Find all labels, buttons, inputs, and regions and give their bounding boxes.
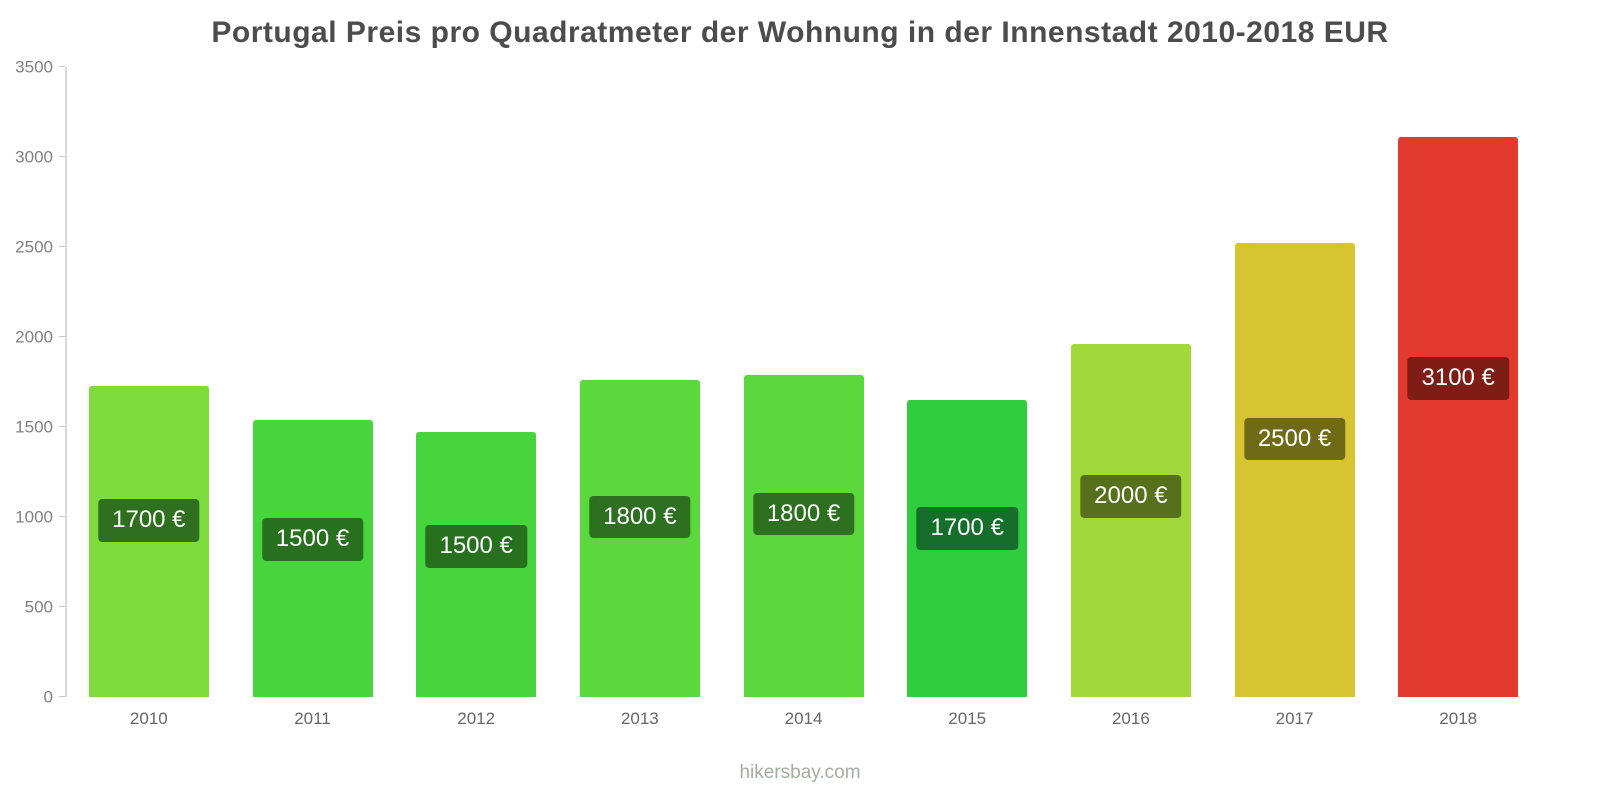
bar-2018: 3100 € (1398, 137, 1519, 697)
x-tick-label: 2013 (620, 709, 659, 728)
bar-slot: 1700 € 2010 (67, 67, 231, 728)
y-axis: 0 500 1000 1500 2000 2500 3000 3500 (0, 59, 65, 706)
bar-slot: 2500 € 2017 (1213, 67, 1377, 728)
bar-value-label: 3100 € (1407, 357, 1509, 400)
bar-slot: 1700 € 2015 (885, 67, 1049, 728)
bar-value-label: 2500 € (1243, 417, 1346, 461)
x-tick-label: 2017 (1275, 709, 1314, 728)
x-tick-label: 2010 (129, 709, 168, 728)
x-tick-label: 2011 (294, 709, 331, 728)
bar-chart: 0 500 1000 1500 2000 2500 3000 3500 1700 €2010 1… (15, 59, 1540, 728)
x-tick-label: 2016 (1111, 709, 1150, 728)
bar-value-label: 1700 € (916, 506, 1018, 550)
y-tick-label: 500 (24, 597, 53, 617)
bar-2016: 2000 € (1070, 344, 1191, 697)
bar-2012: 1500 € (416, 432, 537, 697)
bar-slot: 1500 € 2012 (394, 67, 558, 728)
watermark: hikersbay.com (739, 762, 861, 783)
x-tick-label: 2015 (948, 709, 987, 728)
bar-slot: 1800 € 2013 (558, 67, 722, 728)
bar-2014: 1800 € (743, 374, 864, 697)
y-tick-label: 0 (43, 687, 53, 707)
bar-2010: 1700 € (88, 385, 209, 697)
y-tick-label: 3500 (15, 57, 53, 77)
bar-value-label: 2000 € (1080, 475, 1182, 518)
plot-area: 1700 € 2010 1500 € 2011 1500 € 2012 1800 € 2013… (65, 67, 1540, 728)
bar-value-label: 1700 € (98, 498, 200, 542)
y-tick-mark (59, 156, 65, 157)
bar-slot: 1500 € 2011 (231, 67, 395, 728)
bar-slot: 2000 € 2016 (1049, 67, 1213, 728)
y-tick-mark (59, 606, 65, 607)
bar-value-label: 1800 € (589, 495, 691, 539)
bar-value-label: 1800 € (752, 492, 855, 536)
y-tick-label: 2500 (15, 237, 53, 257)
y-tick-mark (59, 246, 65, 247)
x-tick-label: 2012 (457, 709, 496, 728)
bar-2013: 1800 € (579, 380, 700, 697)
y-tick-mark (59, 336, 65, 337)
y-tick-mark (59, 696, 65, 697)
bar-2017: 2500 € (1234, 243, 1355, 697)
bar-slot: 1800 € 2014 (722, 67, 886, 728)
chart-title: Portugal Preis pro Quadratmeter der Wohn… (211, 16, 1389, 49)
y-tick-mark (59, 426, 65, 427)
y-tick-label: 3000 (15, 147, 53, 167)
bar-2015: 1700 € (907, 400, 1028, 697)
y-tick-mark (59, 516, 65, 517)
bar-slot: 3100 € 2018 (1376, 67, 1540, 728)
bar-value-label: 1500 € (425, 525, 527, 569)
y-tick-label: 2000 (15, 327, 53, 347)
y-tick-mark (59, 66, 65, 67)
x-tick-label: 2018 (1439, 709, 1478, 728)
y-tick-label: 1500 (15, 417, 53, 437)
bar-2011: 1500 € (252, 419, 373, 697)
bar-value-label: 1500 € (261, 518, 364, 562)
y-tick-label: 1000 (15, 507, 53, 527)
x-tick-label: 2014 (784, 709, 823, 728)
